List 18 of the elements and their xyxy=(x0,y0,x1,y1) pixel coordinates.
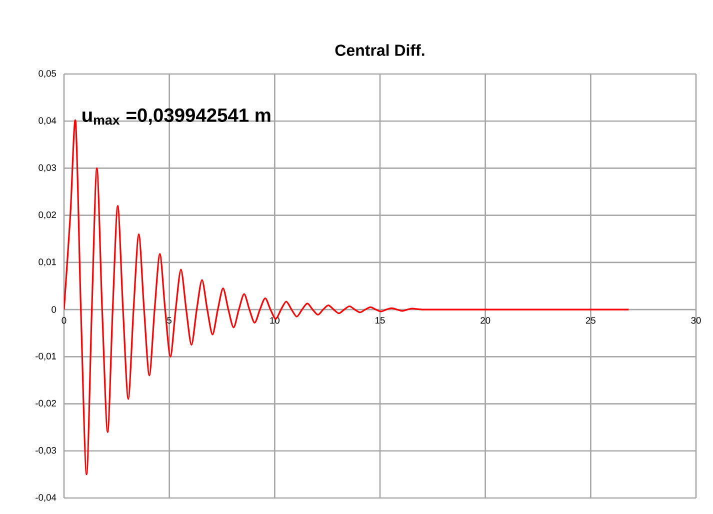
y-tick-label: 0,04 xyxy=(38,117,56,125)
y-tick-label: 0 xyxy=(52,306,56,313)
y-tick-label: 0,01 xyxy=(38,258,56,266)
text: u$_{max}$ =0,039942541 m xyxy=(82,108,270,125)
x-tick-label: 15 xyxy=(376,317,385,324)
y-tick-label: -0,03 xyxy=(36,447,56,455)
chart-title: Central Diff. xyxy=(335,44,424,56)
x-tick-label: 0 xyxy=(62,317,66,324)
y-tick-label: 0,02 xyxy=(38,211,56,220)
y-tick-label: 0,05 xyxy=(38,70,56,78)
x-tick-label: 30 xyxy=(691,317,701,324)
y-tick-label: 0,03 xyxy=(38,164,56,172)
x-tick-label: 20 xyxy=(480,317,490,324)
y-tick-label: -0,04 xyxy=(36,494,56,502)
y-tick-label: -0,01 xyxy=(36,352,56,361)
y-tick-label: -0,02 xyxy=(36,400,56,408)
x-tick-label: 25 xyxy=(586,317,596,324)
x-tick-label: 5 xyxy=(167,317,172,324)
